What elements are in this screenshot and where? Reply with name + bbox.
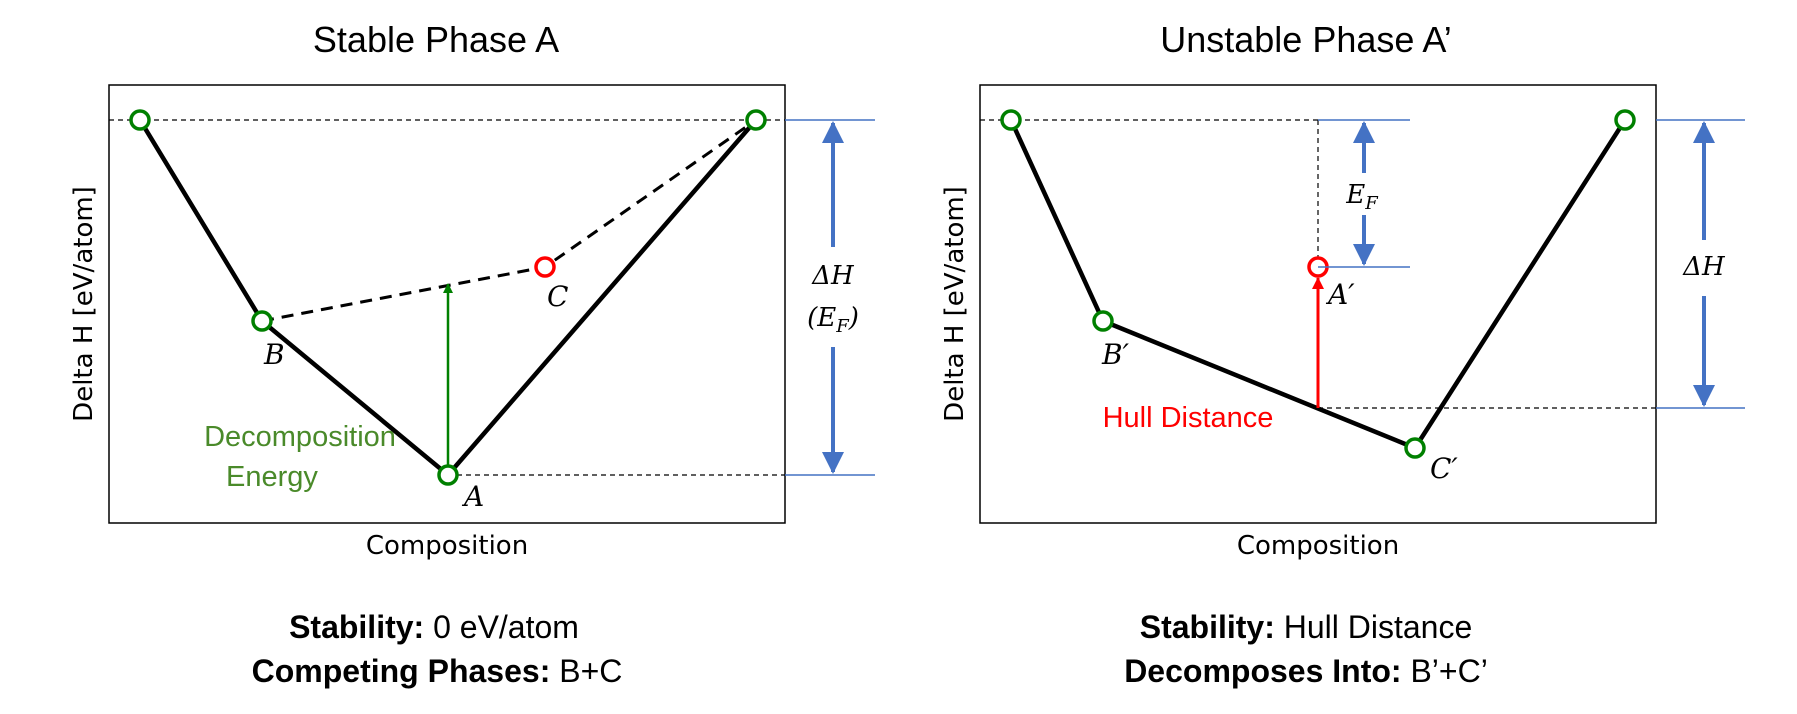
left-convex-hull-line bbox=[138, 118, 758, 478]
hull-distance-label: Hull Distance bbox=[1103, 402, 1274, 434]
right-convex-hull-line bbox=[1008, 118, 1627, 451]
decomposition-label-line1: Decomposition bbox=[204, 421, 396, 453]
right-endpoint-right-marker bbox=[1614, 109, 1636, 131]
phase-a-label: A bbox=[461, 480, 484, 513]
right-ef-subscript: F bbox=[1364, 193, 1379, 214]
phase-b-prime-marker bbox=[1092, 310, 1114, 332]
right-stability-label: Stability: bbox=[1140, 609, 1275, 645]
right-panel: Unstable Phase A’ A′ B′ C′ Hull Distance… bbox=[940, 19, 1745, 689]
phase-c-marker bbox=[534, 256, 556, 278]
left-panel: Stable Phase A B C A Decomposition Energ… bbox=[69, 19, 875, 689]
right-y-axis-label: Delta H [eV/atom] bbox=[940, 186, 970, 422]
left-panel-title: Stable Phase A bbox=[313, 19, 559, 60]
right-x-axis-label: Composition bbox=[1237, 531, 1399, 561]
left-stability-label: Stability: bbox=[289, 609, 424, 645]
left-x-axis-label: Composition bbox=[366, 531, 528, 561]
left-endpoint-left-marker bbox=[129, 109, 151, 131]
left-ef-subscript: F bbox=[835, 316, 850, 337]
left-y-axis-label: Delta H [eV/atom] bbox=[69, 186, 99, 422]
left-ef-main: (E bbox=[807, 303, 836, 333]
right-plot-frame bbox=[979, 84, 1657, 524]
right-decomposes-into-value: B’+C’ bbox=[1402, 653, 1488, 689]
phase-a-prime-label: A′ bbox=[1325, 278, 1355, 311]
right-panel-title: Unstable Phase A’ bbox=[1160, 19, 1452, 60]
phase-c-label: C bbox=[547, 280, 568, 313]
phase-a-marker bbox=[437, 464, 459, 486]
left-ef-label: (EF) bbox=[807, 303, 859, 337]
left-caption-line1: Stability: 0 eV/atom bbox=[289, 609, 579, 645]
right-ef-label: EF bbox=[1345, 180, 1379, 214]
phase-b-marker bbox=[251, 310, 273, 332]
left-ef-close: ) bbox=[848, 303, 859, 333]
right-delta-h-label: ΔH bbox=[1682, 252, 1726, 282]
right-caption-line1: Stability: Hull Distance bbox=[1140, 609, 1473, 645]
right-ef-main: E bbox=[1345, 180, 1365, 210]
decomposition-label-line2: Energy bbox=[226, 461, 318, 493]
right-caption-line2: Decomposes Into: B’+C’ bbox=[1124, 653, 1488, 689]
left-bc-tie-line bbox=[261, 118, 757, 323]
right-stability-value: Hull Distance bbox=[1275, 609, 1472, 645]
phase-b-label: B bbox=[263, 338, 285, 371]
left-competing-phases-label: Competing Phases: bbox=[252, 653, 551, 689]
right-endpoint-left-marker bbox=[1000, 109, 1022, 131]
phase-c-prime-marker bbox=[1404, 437, 1426, 459]
left-stability-value: 0 eV/atom bbox=[424, 609, 579, 645]
left-delta-h-label: ΔH bbox=[811, 261, 855, 291]
left-plot-frame bbox=[108, 84, 786, 524]
right-decomposes-into-label: Decomposes Into: bbox=[1124, 653, 1401, 689]
left-caption-line2: Competing Phases: B+C bbox=[252, 653, 623, 689]
phase-c-prime-label: C′ bbox=[1430, 452, 1458, 485]
left-competing-phases-value: B+C bbox=[550, 653, 622, 689]
left-endpoint-right-marker bbox=[745, 109, 767, 131]
phase-b-prime-label: B′ bbox=[1101, 338, 1130, 371]
